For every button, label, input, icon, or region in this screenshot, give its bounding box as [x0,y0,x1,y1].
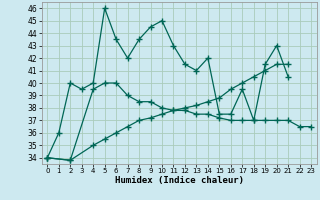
X-axis label: Humidex (Indice chaleur): Humidex (Indice chaleur) [115,176,244,185]
